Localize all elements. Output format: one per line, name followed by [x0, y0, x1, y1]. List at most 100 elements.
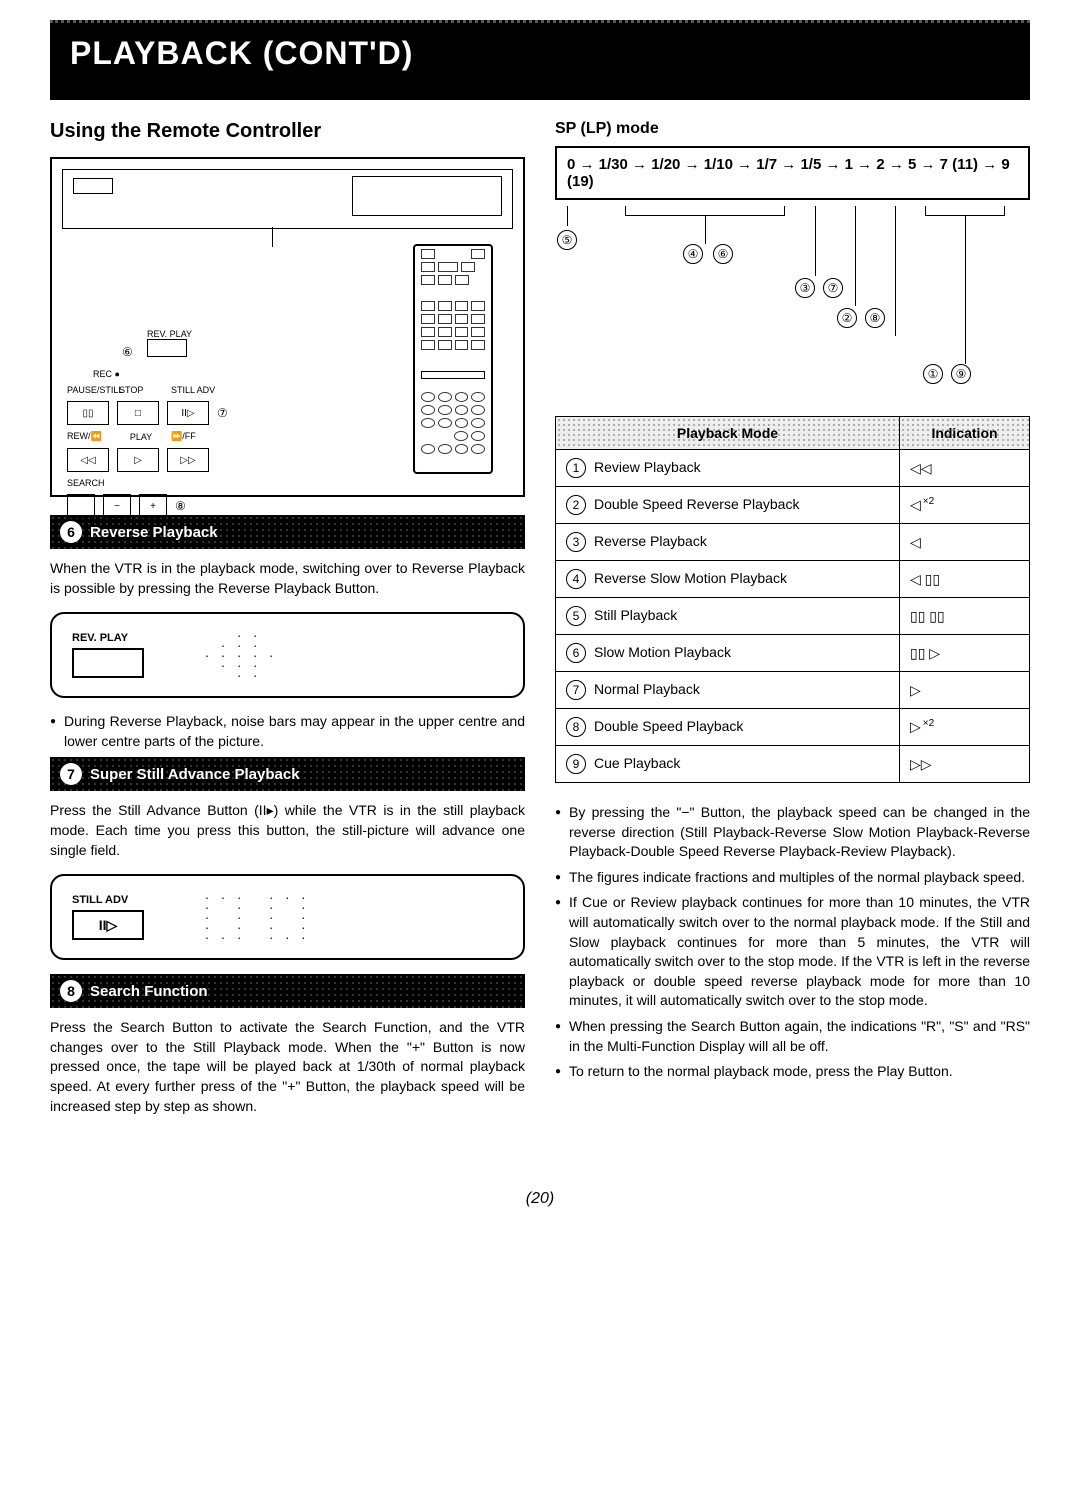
mode-indication: ◁	[900, 524, 1030, 561]
vtr-panel	[352, 176, 502, 216]
table-row: 2 Double Speed Reverse Playback ◁×2	[556, 487, 1030, 524]
remote-outline	[413, 244, 493, 474]
rev-play-label: REV. PLAY	[147, 329, 192, 339]
mode-indication: ▯▯ ▷	[900, 635, 1030, 672]
mode-number: 2	[566, 495, 586, 515]
section8-para: Press the Search Button to activate the …	[50, 1018, 525, 1116]
playback-modes-table: Playback Mode Indication 1 Review Playbac…	[555, 416, 1030, 783]
ref-1: ①	[923, 364, 943, 384]
section6-title: Reverse Playback	[90, 524, 218, 541]
rew-btn: ◁◁	[67, 448, 109, 472]
right-column: SP (LP) mode 0 → 1/30 → 1/20 → 1/10 → 1/…	[555, 120, 1030, 1130]
page-number: (20)	[50, 1190, 1030, 1208]
mode-number: 8	[566, 717, 586, 737]
mode-label: Reverse Playback	[594, 533, 707, 549]
mode-number: 4	[566, 569, 586, 589]
play-btn: ▷	[117, 448, 159, 472]
connector-line	[272, 227, 273, 247]
stilladv-btn-label: STILL ADV	[72, 894, 144, 906]
note-item: By pressing the "−" Button, the playback…	[555, 803, 1030, 862]
section8-bar: 8 Search Function	[50, 974, 525, 1008]
th-mode: Playback Mode	[556, 417, 900, 450]
section6-num: 6	[60, 521, 82, 543]
right-subtitle: SP (LP) mode	[555, 120, 1030, 138]
mode-indication: ▷×2	[900, 709, 1030, 746]
search-btn	[67, 494, 95, 518]
table-row: 3Reverse Playback◁	[556, 524, 1030, 561]
callout-8: ⑧	[175, 499, 186, 513]
ff-btn: ▷▷	[167, 448, 209, 472]
right-notes: By pressing the "−" Button, the playback…	[555, 803, 1030, 1082]
mode-label: Cue Playback	[594, 755, 680, 771]
stilladv-btn-rect: II▷	[72, 910, 144, 940]
mode-indication: ◁ ▯▯	[900, 561, 1030, 598]
mode-number: 6	[566, 643, 586, 663]
note-item: To return to the normal playback mode, p…	[555, 1062, 1030, 1082]
arrow-art: . . . . . . . . . . . . . . .	[204, 630, 276, 680]
section8-num: 8	[60, 980, 82, 1002]
speed-refs-diagram: ⑤ ④ ⑥ ③ ⑦ ② ⑧ ① ⑨	[555, 206, 1030, 396]
page-header: PLAYBACK (CONT'D)	[50, 20, 1030, 100]
mode-number: 9	[566, 754, 586, 774]
stilladv-btn: II▷	[167, 401, 209, 425]
note-item: If Cue or Review playback continues for …	[555, 893, 1030, 1011]
ref-4: ④	[683, 244, 703, 264]
section7-bar: 7 Super Still Advance Playback	[50, 757, 525, 791]
remote-diagram: REV. PLAY ⑥ REC ● PAUSE/STILL STOP STILL…	[50, 157, 525, 497]
stop-btn: □	[117, 401, 159, 425]
ref-9: ⑨	[951, 364, 971, 384]
table-row: 1 Review Playback ◁◁	[556, 450, 1030, 487]
plus-btn: +	[139, 494, 167, 518]
section8-title: Search Function	[90, 983, 208, 1000]
table-row: 5 Still Playback ▯▯ ▯▯	[556, 598, 1030, 635]
table-row: 8 Double Speed Playback ▷×2	[556, 709, 1030, 746]
two-column-layout: Using the Remote Controller REV. PLAY ⑥ …	[50, 120, 1030, 1130]
mode-number: 5	[566, 606, 586, 626]
ref-2: ②	[837, 308, 857, 328]
table-row: 9 Cue Playback ▷▷	[556, 746, 1030, 783]
vtr-unit	[62, 169, 513, 229]
table-row: 4 Reverse Slow Motion Playback ◁ ▯▯	[556, 561, 1030, 598]
mode-indication: ▯▯ ▯▯	[900, 598, 1030, 635]
mode-indication: ▷▷	[900, 746, 1030, 783]
revplay-btn-rect	[72, 648, 144, 678]
revplay-btn-label: REV. PLAY	[72, 632, 144, 644]
ref-3: ③	[795, 278, 815, 298]
mode-label: Normal Playback	[594, 681, 700, 697]
ref-7: ⑦	[823, 278, 843, 298]
vtr-slot	[73, 178, 113, 194]
th-ind: Indication	[900, 417, 1030, 450]
section7-illus: STILL ADV II▷ . . . . . . . . . . . . . …	[50, 874, 525, 960]
section6-illus: REV. PLAY . . . . . . . . . . . . . . .	[50, 612, 525, 698]
page-title: PLAYBACK (CONT'D)	[70, 35, 1010, 72]
mode-number: 7	[566, 680, 586, 700]
frame-art: . . . . . . . . . . . . . . . . . . . . …	[204, 892, 308, 942]
rev-play-diagram-btn	[147, 339, 187, 357]
section6-note: During Reverse Playback, noise bars may …	[50, 712, 525, 751]
mode-indication: ◁×2	[900, 487, 1030, 524]
table-row: 6 Slow Motion Playback ▯▯ ▷	[556, 635, 1030, 672]
speed-chain: 0 → 1/30 → 1/20 → 1/10 → 1/7 → 1/5 → 1 →…	[555, 146, 1030, 200]
left-subtitle: Using the Remote Controller	[50, 120, 525, 143]
section7-num: 7	[60, 763, 82, 785]
left-column: Using the Remote Controller REV. PLAY ⑥ …	[50, 120, 525, 1130]
pause-btn: ▯▯	[67, 401, 109, 425]
ref-8: ⑧	[865, 308, 885, 328]
top-labels: REC ●	[67, 369, 228, 379]
section7-para: Press the Still Advance Button (II▸) whi…	[50, 801, 525, 860]
mode-label: Double Speed Playback	[594, 718, 743, 734]
minus-btn: −	[103, 494, 131, 518]
mode-label: Double Speed Reverse Playback	[594, 496, 799, 512]
table-row: 7 Normal Playback ▷	[556, 672, 1030, 709]
mode-indication: ◁◁	[900, 450, 1030, 487]
mode-label: Reverse Slow Motion Playback	[594, 570, 787, 586]
ref-5: ⑤	[557, 230, 577, 250]
ref-6: ⑥	[713, 244, 733, 264]
callout-7: ⑦	[217, 406, 228, 420]
mode-label: Slow Motion Playback	[594, 644, 731, 660]
note-item: When pressing the Search Button again, t…	[555, 1017, 1030, 1056]
mode-number: 1	[566, 458, 586, 478]
mode-indication: ▷	[900, 672, 1030, 709]
mode-label: Review Playback	[594, 459, 701, 475]
mode-label: Still Playback	[594, 607, 677, 623]
